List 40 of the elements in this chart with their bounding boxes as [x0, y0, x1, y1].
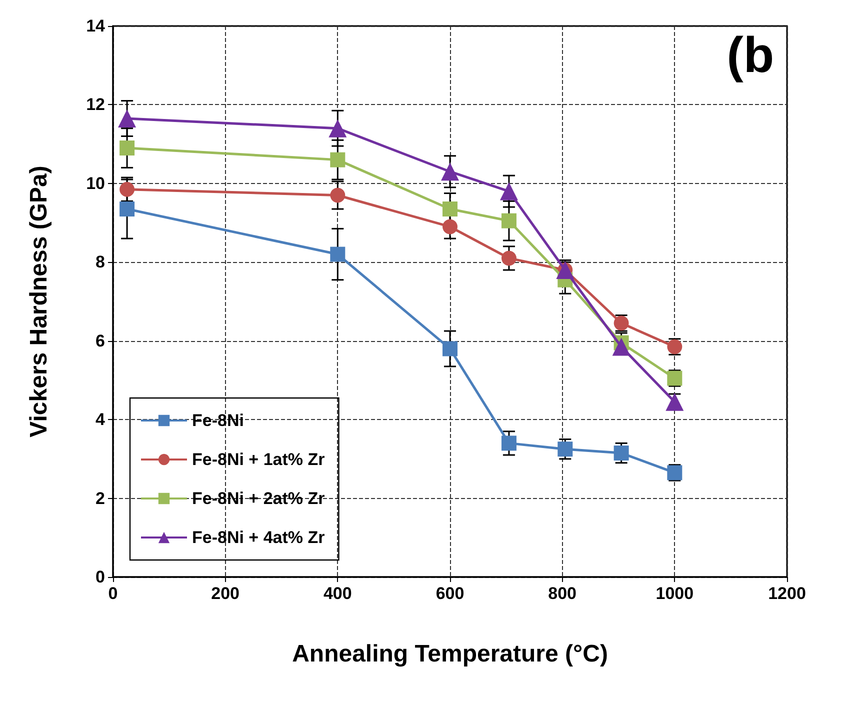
y-tick-label: 0: [96, 568, 105, 586]
point: [442, 341, 458, 356]
y-tick-label: 12: [86, 95, 105, 114]
point: [614, 316, 629, 331]
point: [501, 436, 516, 451]
y-axis-title: Vickers Hardness (GPa): [26, 166, 52, 438]
x-tick-label: 1200: [768, 584, 806, 603]
point: [441, 162, 459, 181]
point: [500, 182, 518, 200]
y-tick-label: 4: [96, 410, 106, 430]
legend-label: Fe-8Ni + 4at% Zr: [192, 528, 326, 547]
x-tick-label: 600: [436, 584, 464, 603]
x-tick-label: 200: [211, 584, 240, 603]
annotation: (b: [726, 27, 774, 83]
x-axis-title: Annealing Temperature (°C): [292, 640, 608, 668]
point: [330, 188, 346, 203]
x-tick-label: 1000: [656, 584, 694, 603]
x-tick-label: 800: [548, 584, 577, 603]
point: [120, 140, 135, 156]
point: [614, 446, 629, 461]
y-tick-label: 14: [86, 16, 106, 36]
point: [328, 119, 347, 138]
point: [612, 338, 630, 356]
point: [120, 182, 135, 197]
legend-label: Fe-8Ni + 1at% Zr: [192, 450, 326, 469]
point: [501, 250, 516, 266]
point: [442, 219, 458, 234]
x-tick-label: 400: [323, 584, 352, 603]
x-tick-label: 0: [108, 584, 118, 603]
point: [501, 213, 516, 228]
point: [442, 202, 458, 217]
y-tick-label: 8: [96, 252, 105, 272]
point: [330, 246, 346, 262]
y-tick-label: 2: [96, 488, 105, 508]
y-tick-label: 6: [96, 331, 105, 350]
point: [118, 109, 136, 128]
point: [120, 202, 135, 217]
point: [558, 442, 573, 457]
point: [330, 152, 346, 168]
y-tick-label: 10: [86, 174, 105, 193]
